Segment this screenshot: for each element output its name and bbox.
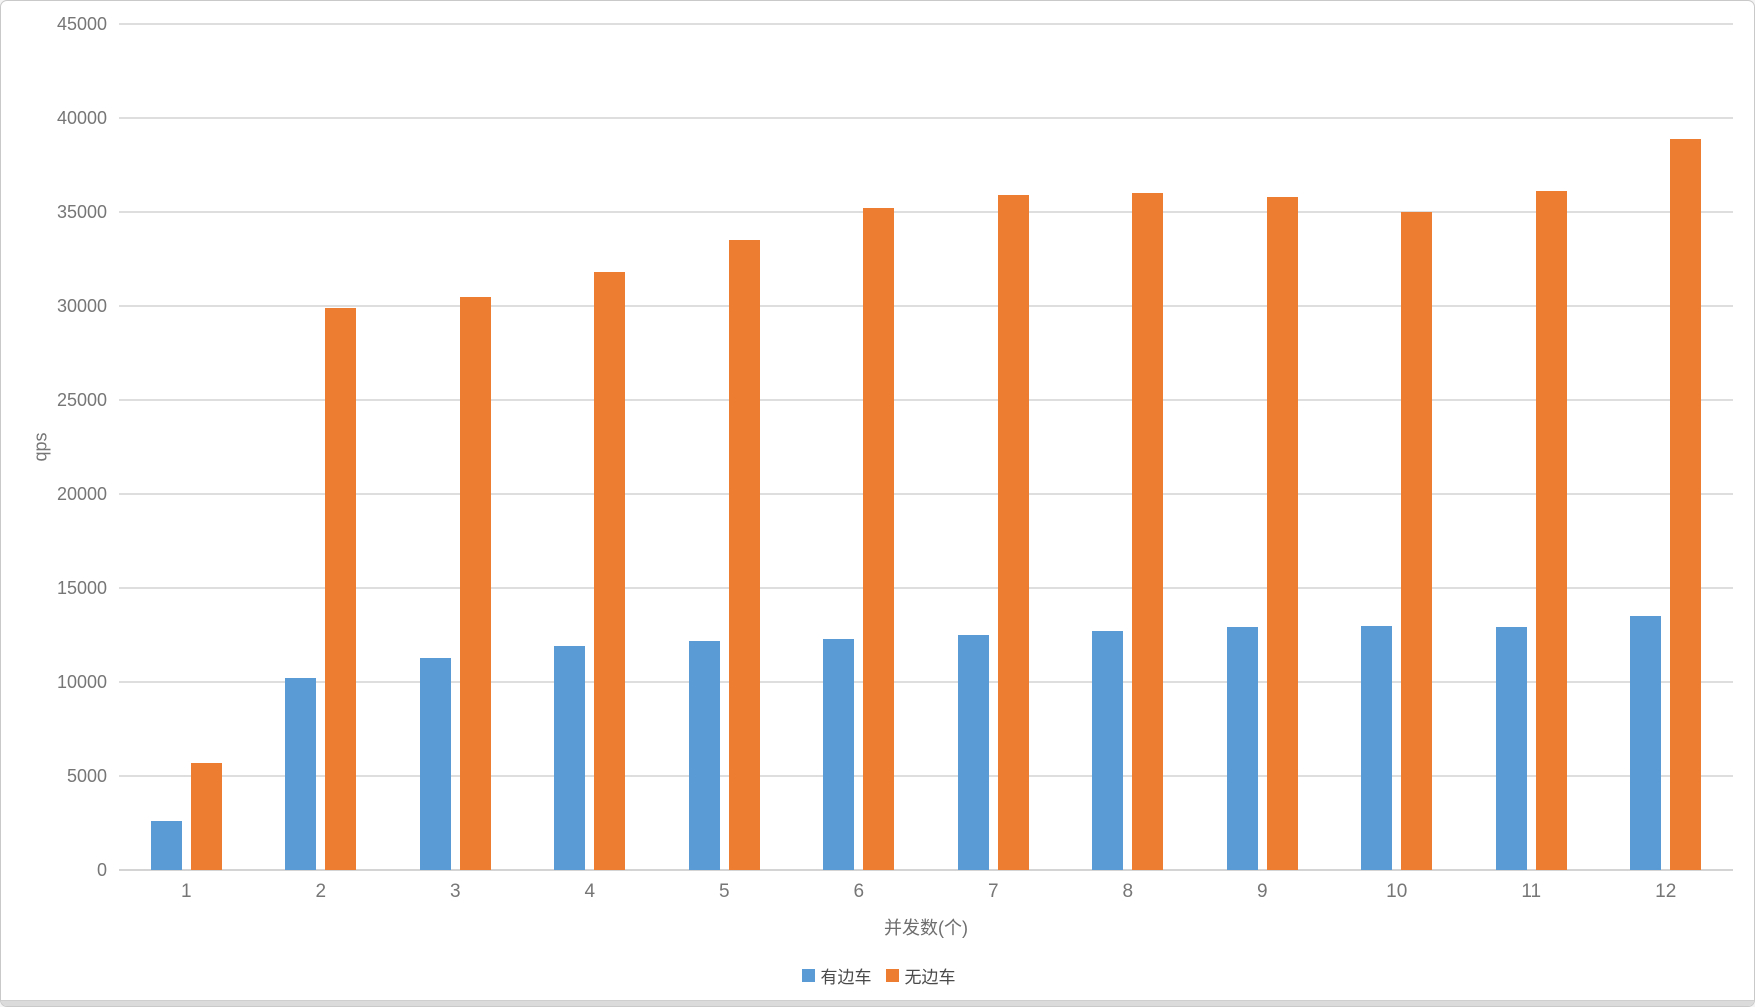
- y-tick-label: 15000: [56, 578, 107, 598]
- x-tick-label-9: 9: [1256, 881, 1268, 902]
- bar-无边车-1: [190, 762, 222, 870]
- bar-有边车-10: [1361, 625, 1393, 870]
- legend-label: 无边车: [904, 968, 956, 987]
- x-tick-label-4: 4: [584, 881, 596, 902]
- x-tick-label-12: 12: [1655, 881, 1677, 902]
- y-tick-label: 5000: [66, 766, 107, 786]
- bar-group-2: [254, 24, 389, 870]
- bar-有边车-12: [1630, 616, 1662, 870]
- x-tick-label-11: 11: [1521, 881, 1542, 902]
- gridline-25000: [119, 399, 1733, 401]
- y-tick-label: 0: [96, 860, 107, 880]
- bar-无边车-3: [459, 296, 491, 870]
- bar-有边车-1: [150, 821, 182, 870]
- x-tick-label-2: 2: [315, 881, 327, 902]
- bar-无边车-7: [997, 195, 1029, 870]
- legend-label: 有边车: [820, 968, 872, 987]
- bar-无边车-11: [1535, 191, 1567, 870]
- bar-group-9: [1195, 24, 1330, 870]
- x-tick-label-5: 5: [718, 881, 730, 902]
- window-bottom-edge: [1, 1000, 1754, 1006]
- gridline-0: [119, 869, 1733, 871]
- x-tick-label-3: 3: [449, 881, 461, 902]
- bar-有边车-9: [1226, 627, 1258, 870]
- bar-无边车-6: [863, 208, 895, 870]
- bar-有边车-11: [1495, 627, 1527, 870]
- plot-area: [119, 24, 1733, 870]
- bar-无边车-9: [1266, 196, 1298, 870]
- legend-swatch-icon: [801, 969, 815, 982]
- bar-group-11: [1464, 24, 1599, 870]
- x-tick-label-1: 1: [180, 881, 192, 902]
- bar-无边车-4: [594, 272, 626, 870]
- y-axis-title: qps: [30, 432, 51, 462]
- gridline-35000: [119, 211, 1733, 213]
- gridline-40000: [119, 117, 1733, 119]
- bar-有边车-3: [419, 657, 451, 870]
- bar-group-6: [792, 24, 927, 870]
- legend-item-无边车: 无边车: [885, 963, 956, 988]
- bar-无边车-8: [1132, 193, 1164, 870]
- chart-legend: 有边车 无边车: [1, 963, 1754, 988]
- bar-group-10: [1330, 24, 1465, 870]
- bar-无边车-5: [728, 240, 760, 870]
- x-tick-label-8: 8: [1122, 881, 1134, 902]
- x-tick-label-7: 7: [987, 881, 999, 902]
- gridline-15000: [119, 587, 1733, 589]
- bar-group-4: [523, 24, 658, 870]
- y-tick-label: 40000: [56, 108, 107, 128]
- gridline-10000: [119, 681, 1733, 683]
- x-axis-title: 并发数(个): [884, 918, 968, 938]
- gridline-5000: [119, 775, 1733, 777]
- x-tick-label-10: 10: [1386, 881, 1408, 902]
- bar-group-1: [119, 24, 254, 870]
- bar-有边车-2: [285, 678, 317, 870]
- bar-group-7: [926, 24, 1061, 870]
- bar-有边车-7: [957, 635, 989, 870]
- bar-无边车-2: [325, 307, 357, 870]
- y-tick-label: 10000: [56, 672, 107, 692]
- gridline-30000: [119, 305, 1733, 307]
- bar-group-12: [1599, 24, 1734, 870]
- bar-有边车-8: [1092, 631, 1124, 870]
- legend-swatch-icon: [885, 969, 899, 982]
- bar-group-8: [1061, 24, 1196, 870]
- bar-group-3: [388, 24, 523, 870]
- bar-无边车-10: [1401, 212, 1433, 870]
- bar-有边车-4: [554, 646, 586, 870]
- gridline-45000: [119, 23, 1733, 25]
- bar-无边车-12: [1670, 138, 1702, 870]
- gridline-20000: [119, 493, 1733, 495]
- bar-有边车-5: [688, 640, 720, 870]
- x-tick-label-6: 6: [853, 881, 865, 902]
- y-tick-label: 30000: [56, 296, 107, 316]
- y-tick-label: 35000: [56, 202, 107, 222]
- y-tick-label: 45000: [56, 14, 107, 34]
- bar-group-5: [657, 24, 792, 870]
- y-tick-label: 25000: [56, 390, 107, 410]
- y-tick-label: 20000: [56, 484, 107, 504]
- bar-有边车-6: [823, 638, 855, 870]
- legend-item-有边车: 有边车: [801, 963, 872, 988]
